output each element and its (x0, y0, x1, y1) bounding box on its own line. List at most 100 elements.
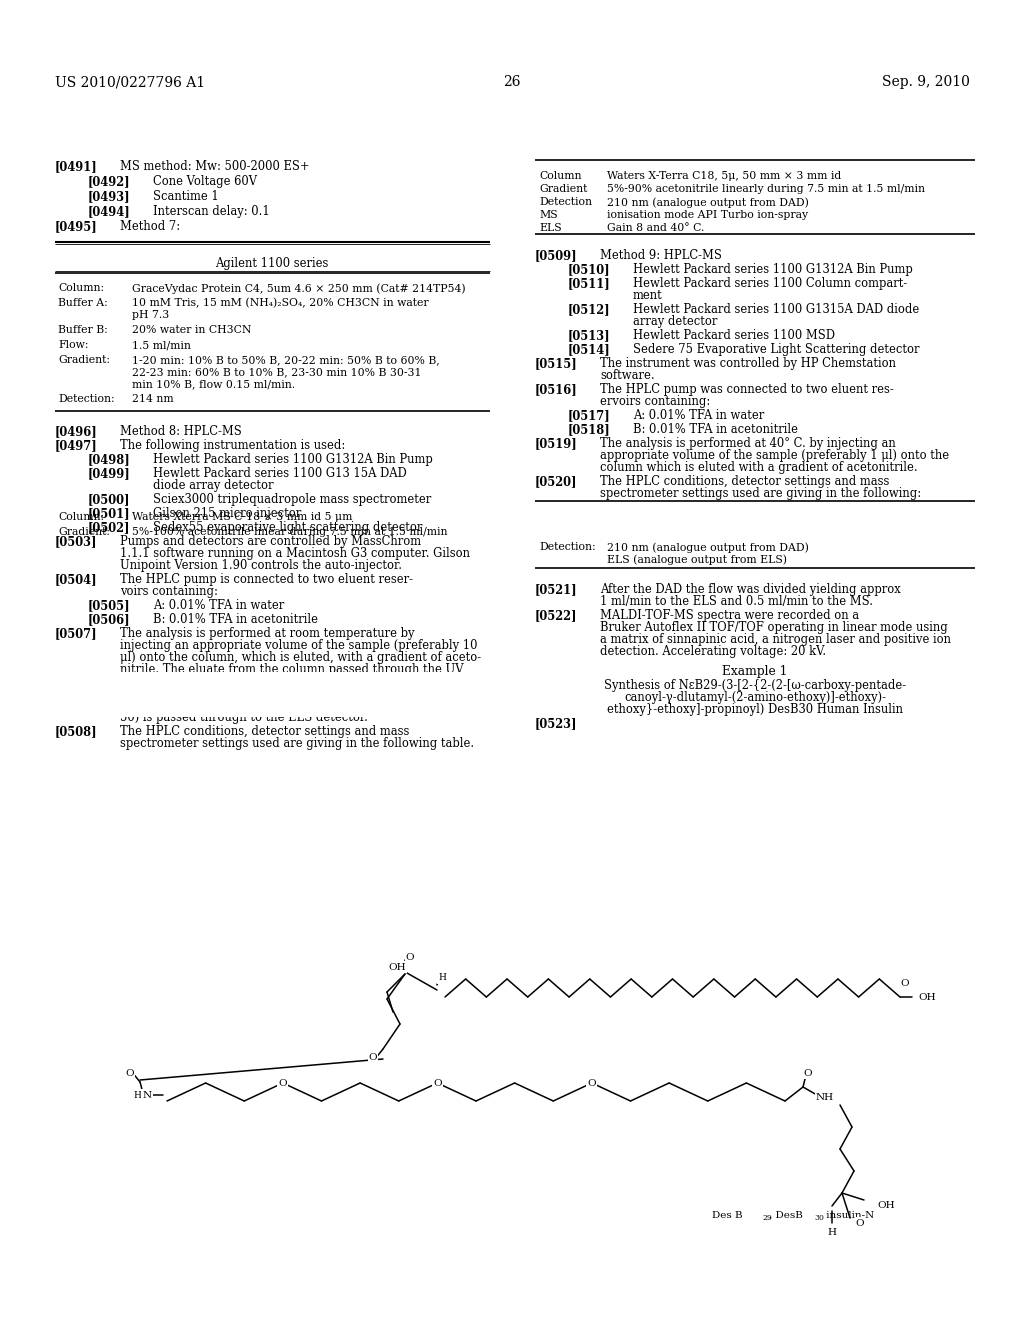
Text: Cone Voltage 60V: Cone Voltage 60V (153, 176, 257, 187)
Text: μl) onto the column, which is eluted, with a gradient of aceto-: μl) onto the column, which is eluted, wi… (120, 651, 481, 664)
Text: MALDI-TOF-MS spectra were recorded on a: MALDI-TOF-MS spectra were recorded on a (600, 609, 859, 622)
Text: 210 nm (analogue output from DAD): 210 nm (analogue output from DAD) (607, 543, 809, 553)
Text: Method 8: HPLC-MS: Method 8: HPLC-MS (120, 425, 242, 438)
Text: Agilent 1100 series: Agilent 1100 series (215, 257, 329, 271)
Text: Detection:: Detection: (539, 543, 596, 552)
Text: voirs containing:: voirs containing: (120, 585, 218, 598)
Text: [0523]: [0523] (535, 717, 578, 730)
Text: [0521]: [0521] (535, 583, 578, 597)
Text: [0513]: [0513] (568, 329, 610, 342)
Text: [0491]: [0491] (55, 160, 97, 173)
Text: 1.1.1 software running on a Macintosh G3 computer. Gilson: 1.1.1 software running on a Macintosh G3… (120, 546, 470, 560)
Text: [0510]: [0510] (568, 263, 610, 276)
Text: array detector: array detector (633, 315, 718, 327)
Text: Example 1: Example 1 (722, 665, 787, 678)
Text: ervoirs containing:: ervoirs containing: (600, 395, 711, 408)
Text: [0519]: [0519] (535, 437, 578, 450)
Text: MS method: Mw: 500-2000 ES+: MS method: Mw: 500-2000 ES+ (120, 160, 309, 173)
Text: B: 0.01% TFA in acetonitrile: B: 0.01% TFA in acetonitrile (153, 612, 318, 626)
Text: [0514]: [0514] (568, 343, 610, 356)
Text: [0511]: [0511] (568, 277, 610, 290)
Text: 210 nm (analogue output from DAD): 210 nm (analogue output from DAD) (607, 197, 809, 207)
Text: [0499]: [0499] (88, 467, 131, 480)
Text: Buffer A:: Buffer A: (58, 298, 108, 308)
Text: Hewlett Packard series 1100 MSD: Hewlett Packard series 1100 MSD (633, 329, 835, 342)
Text: detection. Accelerating voltage: 20 kV.: detection. Accelerating voltage: 20 kV. (600, 645, 826, 657)
Text: 1 ml/min to the ELS and 0.5 ml/min to the MS.: 1 ml/min to the ELS and 0.5 ml/min to th… (600, 595, 873, 609)
Text: Method 9: HPLC-MS: Method 9: HPLC-MS (600, 249, 722, 261)
Text: 50) is passed through to the ELS detector.: 50) is passed through to the ELS detecto… (120, 711, 368, 723)
Text: software.: software. (600, 370, 654, 381)
Text: 29: 29 (762, 1214, 772, 1222)
Text: The HPLC conditions, detector settings and mass: The HPLC conditions, detector settings a… (600, 475, 890, 488)
Text: Bruker Autoflex II TOF/TOF operating in linear mode using: Bruker Autoflex II TOF/TOF operating in … (600, 620, 948, 634)
Text: [0495]: [0495] (55, 220, 97, 234)
Text: ELS: ELS (539, 223, 561, 234)
Text: H: H (827, 1228, 837, 1237)
Text: H: H (438, 974, 445, 982)
Text: Waters X-Terra C18, 5μ, 50 mm × 3 mm id: Waters X-Terra C18, 5μ, 50 mm × 3 mm id (607, 172, 842, 181)
Text: 5%-100% acetonitrile linear during 7.5 min at 1.5 ml/min: 5%-100% acetonitrile linear during 7.5 m… (132, 527, 447, 537)
Text: Hewlett Packard series 1100 Column compart-: Hewlett Packard series 1100 Column compa… (633, 277, 907, 290)
Text: O: O (588, 1078, 596, 1088)
Text: of API 3000 spectrometer. The remaining 1.48 ml/min (49/: of API 3000 spectrometer. The remaining … (120, 700, 462, 711)
Text: ionisation mode API Turbo ion-spray: ionisation mode API Turbo ion-spray (607, 210, 808, 220)
Text: O: O (433, 1078, 441, 1088)
Text: [0498]: [0498] (88, 453, 131, 466)
Text: [0518]: [0518] (568, 422, 610, 436)
Text: 30: 30 (814, 1214, 824, 1222)
Text: Sep. 9, 2010: Sep. 9, 2010 (882, 75, 970, 88)
Text: 214 nm: 214 nm (132, 393, 174, 404)
Text: O: O (126, 1069, 134, 1078)
Text: [0504]: [0504] (55, 573, 97, 586)
Text: After the DAD the flow was divided yielding approx: After the DAD the flow was divided yield… (600, 583, 901, 597)
Text: 10 mM Tris, 15 mM (NH₄)₂SO₄, 20% CH3CN in water: 10 mM Tris, 15 mM (NH₄)₂SO₄, 20% CH3CN i… (132, 298, 429, 309)
Text: appropriate volume of the sample (preferably 1 μl) onto the: appropriate volume of the sample (prefer… (600, 449, 949, 462)
Text: The HPLC conditions, detector settings and mass: The HPLC conditions, detector settings a… (120, 725, 410, 738)
Text: Unipoint Version 1.90 controls the auto-injector.: Unipoint Version 1.90 controls the auto-… (120, 558, 402, 572)
Text: Gain 8 and 40° C.: Gain 8 and 40° C. (607, 223, 705, 234)
Text: B: 0.01% TFA in acetonitrile: B: 0.01% TFA in acetonitrile (633, 422, 798, 436)
Text: Column:: Column: (58, 282, 104, 293)
Text: , DesB: , DesB (769, 1210, 803, 1220)
Text: [0503]: [0503] (55, 535, 97, 548)
Text: injecting an appropriate volume of the sample (preferably 10: injecting an appropriate volume of the s… (120, 639, 477, 652)
Text: 1.5 ml/min: 1.5 ml/min (132, 341, 190, 350)
Text: [0500]: [0500] (88, 492, 130, 506)
Text: [0509]: [0509] (535, 249, 578, 261)
Text: Sedex55 evaporative light scattering detector: Sedex55 evaporative light scattering det… (153, 521, 422, 535)
Text: 20% water in CH3CN: 20% water in CH3CN (132, 325, 251, 335)
Text: H: H (133, 1090, 141, 1100)
Text: [0520]: [0520] (535, 475, 578, 488)
Text: ethoxy}-ethoxy]-propinoyl) DesB30 Human Insulin: ethoxy}-ethoxy]-propinoyl) DesB30 Human … (607, 704, 903, 715)
Text: O: O (406, 953, 415, 962)
Text: Method 7:: Method 7: (120, 220, 180, 234)
Text: Gradient:: Gradient: (58, 527, 110, 537)
Text: O: O (901, 978, 909, 987)
Text: 1-20 min: 10% B to 50% B, 20-22 min: 50% B to 60% B,: 1-20 min: 10% B to 50% B, 20-22 min: 50%… (132, 355, 439, 366)
Text: column which is eluted with a gradient of acetonitrile.: column which is eluted with a gradient o… (600, 461, 918, 474)
Text: insulin-N: insulin-N (823, 1210, 874, 1220)
Text: NH: NH (816, 1093, 835, 1101)
Text: The analysis is performed at 40° C. by injecting an: The analysis is performed at 40° C. by i… (600, 437, 896, 450)
Text: Sciex3000 triplequadropole mass spectrometer: Sciex3000 triplequadropole mass spectrom… (153, 492, 431, 506)
Text: [0496]: [0496] (55, 425, 97, 438)
Text: Hewlett Packard series 1100 G1312A Bin Pump: Hewlett Packard series 1100 G1312A Bin P… (153, 453, 433, 466)
Text: US 2010/0227796 A1: US 2010/0227796 A1 (55, 75, 205, 88)
Text: The analysis is performed at room temperature by: The analysis is performed at room temper… (120, 627, 415, 640)
Text: Hewlett Packard series 1100 G13 15A DAD: Hewlett Packard series 1100 G13 15A DAD (153, 467, 407, 480)
Text: Scantime 1: Scantime 1 (153, 190, 219, 203)
Text: Column:: Column: (58, 512, 104, 521)
Text: [0512]: [0512] (568, 304, 610, 315)
Text: [0522]: [0522] (535, 609, 578, 622)
Text: The HPLC pump was connected to two eluent res-: The HPLC pump was connected to two eluen… (600, 383, 894, 396)
Text: detector to meet a flow splitter, which passed approximately: detector to meet a flow splitter, which … (120, 675, 475, 688)
Text: ELS (analogue output from ELS): ELS (analogue output from ELS) (607, 554, 787, 565)
Text: GraceVydac Protein C4, 5um 4.6 × 250 mm (Cat# 214TP54): GraceVydac Protein C4, 5um 4.6 × 250 mm … (132, 282, 466, 293)
Text: Flow:: Flow: (58, 341, 88, 350)
Text: N: N (142, 1090, 152, 1100)
Text: [0494]: [0494] (88, 205, 131, 218)
Text: [0501]: [0501] (88, 507, 131, 520)
Text: Gilson 215 micro injector: Gilson 215 micro injector (153, 507, 301, 520)
Text: O: O (804, 1068, 812, 1077)
